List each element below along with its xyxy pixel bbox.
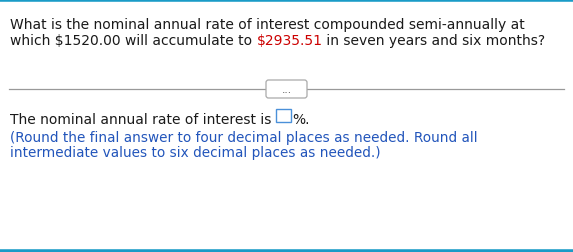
FancyBboxPatch shape: [276, 110, 291, 122]
Text: in seven years and six months?: in seven years and six months?: [323, 34, 545, 48]
Text: which $1520.00 will accumulate to: which $1520.00 will accumulate to: [10, 34, 257, 48]
Text: ...: ...: [281, 85, 292, 94]
Text: (Round the final answer to four decimal places as needed. Round all: (Round the final answer to four decimal …: [10, 131, 478, 144]
Text: What is the nominal annual rate of interest compounded semi-annually at: What is the nominal annual rate of inter…: [10, 18, 525, 32]
Text: The nominal annual rate of interest is: The nominal annual rate of interest is: [10, 113, 276, 127]
Text: $2935.51: $2935.51: [257, 34, 323, 48]
Text: intermediate values to six decimal places as needed.): intermediate values to six decimal place…: [10, 145, 380, 159]
Text: %.: %.: [292, 113, 310, 127]
FancyBboxPatch shape: [266, 81, 307, 99]
